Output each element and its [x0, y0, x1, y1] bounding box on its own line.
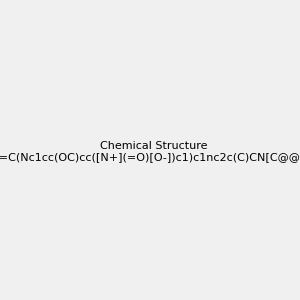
Text: Chemical Structure
O=C(Nc1cc(OC)cc([N+](=O)[O-])c1)c1nc2c(C)CN[C@@H](: Chemical Structure O=C(Nc1cc(OC)cc([N+](…	[0, 141, 300, 162]
